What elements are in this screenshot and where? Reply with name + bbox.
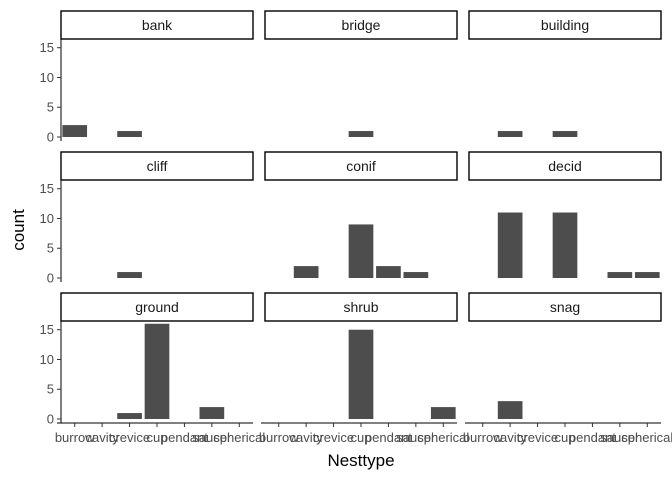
facet-strip-snag — [468, 292, 662, 322]
x-axis-title: Nesttype — [327, 451, 394, 470]
bar-decid-cavity — [497, 212, 523, 278]
x-tick-label: saucer — [396, 430, 436, 445]
y-tick-label: 0 — [47, 412, 54, 427]
bar-snag-cavity — [497, 401, 523, 419]
bar-ground-cup — [144, 323, 170, 419]
bar-bank-burrow — [62, 125, 88, 137]
facet-panel-conif: conif — [264, 151, 458, 278]
x-tick-label: crevice — [517, 430, 558, 445]
x-tick-label: crevice — [109, 430, 150, 445]
x-tick-label: spherical — [417, 430, 469, 445]
facet-strip-label: snag — [550, 299, 580, 315]
facet-panel-bank: bank 0 5 10 15 — [40, 10, 254, 145]
facet-strip-bank — [60, 10, 254, 40]
y-tick-label: 0 — [47, 130, 54, 145]
x-tick-label: pendant — [161, 430, 208, 445]
facet-strip-label: bridge — [342, 17, 381, 33]
bar-conif-saucer — [403, 272, 429, 278]
facet-strip-building — [468, 10, 662, 40]
bar-conif-cup — [348, 224, 374, 278]
bar-conif-pendant — [376, 266, 401, 278]
bar-bridge-cup — [348, 131, 374, 137]
bar-decid-saucer — [607, 272, 633, 278]
x-tick-label: burrow — [463, 430, 503, 445]
facet-strip-decid — [468, 151, 662, 181]
y-tick-label: 5 — [47, 382, 54, 397]
x-tick-label: saucer — [600, 430, 640, 445]
facet-strip-label: building — [541, 17, 589, 33]
facet-strip-bridge — [264, 10, 458, 40]
facet-strip-cliff — [60, 151, 254, 181]
bar-bank-crevice — [117, 131, 142, 137]
x-tick-label: cavity — [290, 430, 324, 445]
facet-panel-building: building — [468, 10, 662, 137]
y-tick-label: 10 — [40, 70, 54, 85]
facet-strip-ground — [60, 292, 254, 322]
bar-decid-cup — [552, 212, 578, 278]
bar-shrub-cup — [348, 329, 374, 419]
facet-strip-label: conif — [346, 158, 376, 174]
y-tick-label: 15 — [40, 181, 54, 196]
x-tick-label: cup — [147, 430, 168, 445]
facet-strip-conif — [264, 151, 458, 181]
x-tick-label: saucer — [192, 430, 232, 445]
facet-strip-label: shrub — [343, 299, 378, 315]
x-tick-label: pendant — [365, 430, 412, 445]
bar-conif-cavity — [293, 266, 319, 278]
facet-panel-cliff: cliff 0 5 10 15 — [40, 151, 254, 286]
x-tick-label: burrow — [55, 430, 95, 445]
facet-panel-bridge: bridge — [264, 10, 458, 137]
x-tick-label: cup — [555, 430, 576, 445]
facet-strip-label: bank — [142, 17, 173, 33]
facet-strip-label: decid — [548, 158, 581, 174]
facet-panel-shrub: shrub burrowcavitycrevicecuppendantsaucer… — [259, 292, 469, 445]
y-tick-label: 0 — [47, 271, 54, 286]
x-tick-label: spherical — [621, 430, 672, 445]
y-tick-label: 15 — [40, 40, 54, 55]
x-tick-label: burrow — [259, 430, 299, 445]
y-tick-label: 15 — [40, 322, 54, 337]
x-tick-label: cup — [351, 430, 372, 445]
facet-strip-label: ground — [135, 299, 179, 315]
x-tick-label: pendant — [569, 430, 616, 445]
y-axis-title: count — [9, 209, 28, 251]
x-tick-label: cavity — [86, 430, 120, 445]
facet-strip-label: cliff — [147, 158, 168, 174]
bar-shrub-spherical — [430, 407, 456, 419]
bar-building-cup — [552, 131, 578, 137]
facet-panels: bank 0 5 10 15 bridge building cliff 0 5 10 15 conif… — [40, 10, 672, 445]
facet-strip-shrub — [264, 292, 458, 322]
y-tick-label: 10 — [40, 352, 54, 367]
facet-panel-ground: ground 0 5 10 15 burrowcavitycrevicecuppendan… — [40, 292, 265, 445]
facet-panel-snag: snag burrowcavitycrevicecuppendantsaucers… — [463, 292, 672, 445]
bar-decid-spherical — [634, 272, 660, 278]
x-tick-label: cavity — [494, 430, 528, 445]
y-tick-label: 5 — [47, 241, 54, 256]
y-tick-label: 10 — [40, 211, 54, 226]
x-tick-label: crevice — [313, 430, 354, 445]
bar-ground-saucer — [199, 407, 225, 419]
y-tick-label: 5 — [47, 100, 54, 115]
facet-panel-decid: decid — [468, 151, 662, 278]
bar-ground-crevice — [117, 413, 142, 419]
bar-building-cavity — [497, 131, 523, 137]
bar-cliff-crevice — [117, 272, 142, 278]
x-tick-label: spherical — [213, 430, 265, 445]
